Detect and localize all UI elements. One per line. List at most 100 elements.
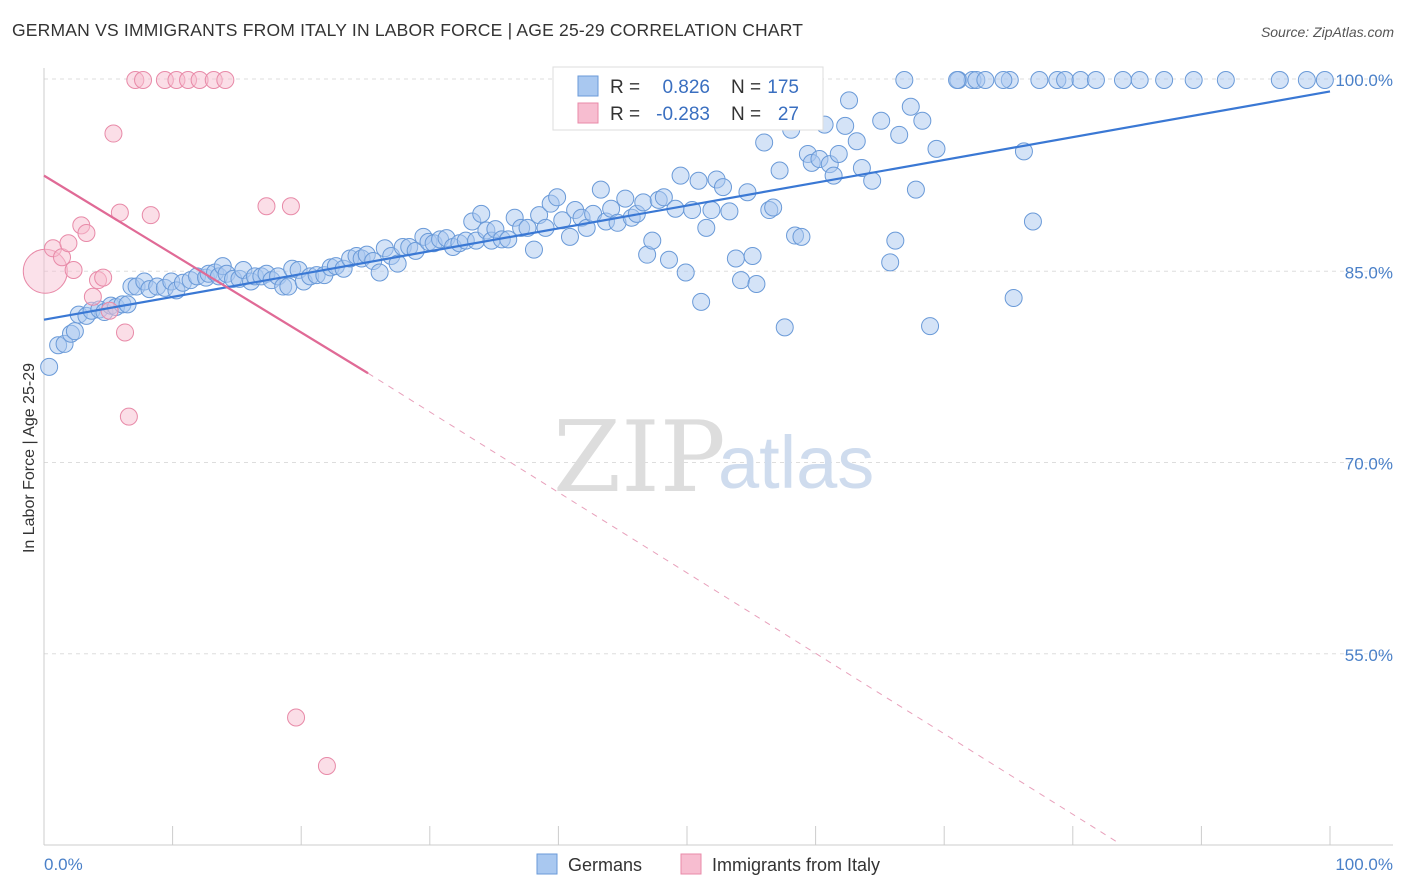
point-germans-102	[643, 231, 662, 250]
point-germans-164	[1086, 71, 1105, 89]
point-germans-174	[994, 71, 1013, 89]
point-italy-26	[287, 708, 306, 727]
legend-bottom: Germans Immigrants from Italy	[536, 853, 880, 875]
y-tick-label-85: 85.0%	[1345, 263, 1393, 282]
point-germans-166	[1130, 71, 1149, 89]
point-germans-112	[697, 218, 716, 237]
point-germans-167	[1155, 71, 1174, 89]
point-germans-138	[840, 91, 859, 110]
chart-title: GERMAN VS IMMIGRANTS FROM ITALY IN LABOR…	[12, 20, 804, 40]
point-italy-13	[116, 323, 135, 342]
point-germans-126	[775, 318, 794, 337]
point-germans-129	[792, 227, 811, 246]
point-germans-82	[524, 240, 543, 259]
point-germans-120	[743, 246, 762, 265]
point-germans-111	[692, 292, 711, 311]
point-germans-170	[1270, 71, 1289, 89]
point-italy-14	[119, 407, 138, 426]
y-tick-label-55: 55.0%	[1345, 646, 1393, 665]
point-italy-24	[257, 197, 276, 216]
point-germans-119	[738, 183, 757, 202]
point-germans-56	[370, 263, 389, 282]
trend-lines	[43, 90, 1331, 843]
point-germans-162	[1056, 71, 1075, 89]
point-germans-88	[560, 227, 579, 246]
point-italy-27	[317, 756, 336, 775]
point-germans-149	[913, 111, 932, 130]
point-germans-151	[927, 139, 946, 158]
point-germans-171	[1297, 71, 1316, 89]
point-germans-86	[548, 188, 567, 207]
point-germans-155	[976, 71, 995, 89]
legend-bottom-swatch-germans	[536, 853, 558, 875]
point-germans-73	[472, 204, 491, 223]
point-germans-84	[536, 218, 555, 237]
point-germans-159	[1023, 212, 1042, 231]
legend-r-value-italy: -0.283	[656, 104, 710, 125]
point-germans-121	[747, 275, 766, 293]
legend-n-label-germans: N =	[731, 77, 761, 98]
point-germans-146	[895, 71, 914, 89]
point-germans-140	[852, 158, 871, 177]
point-germans-59	[388, 254, 407, 273]
point-germans-165	[1113, 71, 1132, 89]
point-germans-173	[948, 71, 967, 89]
point-germans-124	[764, 198, 783, 217]
point-germans-145	[890, 125, 909, 144]
legend-r-label-italy: R =	[610, 104, 640, 125]
legend-r-label-germans: R =	[610, 77, 640, 98]
legend-bottom-label-germans: Germans	[568, 855, 642, 875]
point-germans-163	[1071, 71, 1090, 89]
y-tick-label-100: 100.0%	[1335, 71, 1393, 90]
point-italy-6	[77, 224, 96, 242]
source-credit: Source: ZipAtlas.com	[1260, 24, 1394, 40]
y-axis-title: In Labor Force | Age 25-29	[21, 363, 38, 553]
point-germans-139	[847, 132, 866, 151]
point-germans-93	[591, 180, 610, 199]
point-germans-148	[906, 180, 925, 199]
legend-top: R = 0.826 N = 175 R = -0.283 N = 27	[552, 66, 824, 131]
point-germans-143	[881, 253, 900, 272]
point-germans-100	[634, 193, 653, 212]
point-germans-113	[702, 201, 721, 220]
point-italy-17	[141, 206, 160, 225]
point-germans-172	[1315, 71, 1334, 89]
point-germans-144	[886, 231, 905, 250]
axes: 0.0% 100.0%	[43, 68, 1393, 874]
legend-n-value-italy: 27	[778, 104, 799, 125]
point-germans-4	[65, 322, 84, 341]
point-germans-137	[836, 116, 855, 135]
point-italy-16	[134, 71, 153, 89]
point-germans-115	[714, 178, 733, 197]
legend-bottom-label-italy: Immigrants from Italy	[712, 855, 880, 875]
legend-swatch-germans	[577, 75, 599, 97]
point-germans-107	[671, 166, 690, 185]
point-germans-116	[720, 202, 739, 221]
point-germans-160	[1030, 71, 1049, 89]
point-germans-0	[40, 357, 59, 376]
point-italy-23	[216, 71, 235, 89]
legend-n-label-italy: N =	[731, 104, 761, 125]
legend-r-value-germans: 0.826	[662, 77, 710, 98]
point-germans-97	[616, 189, 635, 208]
point-germans-147	[901, 97, 920, 116]
point-germans-108	[676, 263, 695, 282]
point-italy-3	[59, 234, 78, 253]
watermark-zip: ZIP	[553, 401, 726, 515]
point-germans-118	[732, 271, 751, 290]
x-tick-label-0: 0.0%	[44, 855, 83, 874]
legend-swatch-italy	[577, 102, 599, 124]
point-germans-41	[279, 277, 298, 296]
point-germans-168	[1184, 71, 1203, 89]
y-tick-label-70: 70.0%	[1345, 455, 1393, 474]
point-germans-157	[1004, 289, 1023, 308]
series-italy	[22, 71, 336, 775]
point-italy-11	[104, 124, 123, 143]
series-germans	[40, 71, 1334, 376]
point-italy-7	[83, 287, 102, 306]
watermark-atlas: atlas	[718, 421, 874, 504]
trendline-italy	[43, 174, 369, 375]
trendline-germans	[43, 90, 1331, 321]
point-germans-105	[659, 250, 678, 269]
